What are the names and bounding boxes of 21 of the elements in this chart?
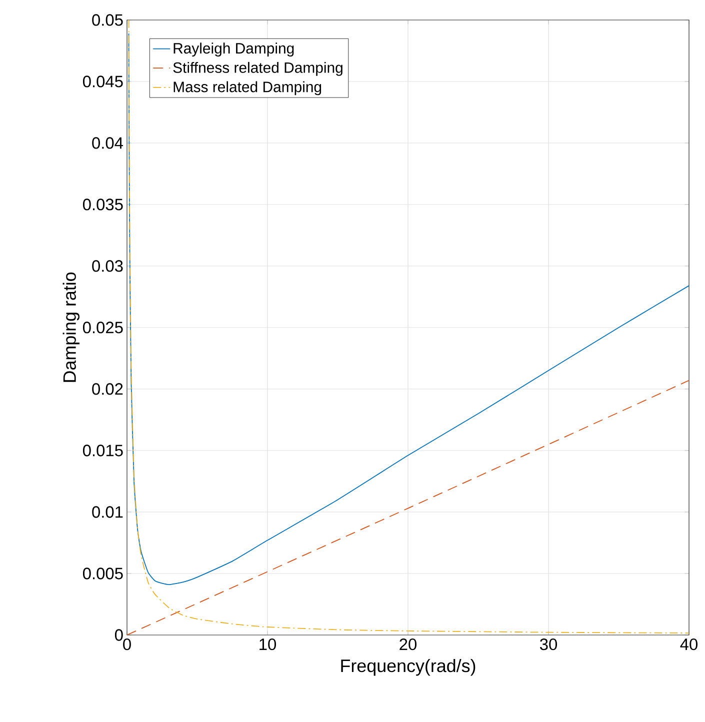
legend-label: Mass related Damping xyxy=(174,81,322,96)
y-tick-label: 0.015 xyxy=(82,444,123,456)
y-tick-label: 0.05 xyxy=(92,14,123,26)
x-tick-label: 30 xyxy=(540,638,557,650)
x-tick-label: 10 xyxy=(260,638,276,650)
legend-label: Stiffness related Damping xyxy=(173,62,342,76)
y-tick-label: 0.02 xyxy=(92,383,123,395)
x-axis-title: Frequency(rad/s) xyxy=(341,658,476,676)
y-tick-label: 0.045 xyxy=(82,76,123,88)
y-tick-label: 0.01 xyxy=(92,506,123,518)
x-tick-label: 40 xyxy=(680,638,698,650)
x-tick-label: 20 xyxy=(400,638,416,650)
y-tick-label: 0.03 xyxy=(92,260,123,272)
y-tick-label: 0.025 xyxy=(82,322,123,334)
legend-label: Rayleigh Damping xyxy=(174,42,294,57)
y-axis-title: Damping ratio xyxy=(62,272,80,382)
y-tick-label: 0.035 xyxy=(82,198,123,210)
y-tick-label: 0 xyxy=(114,629,123,641)
y-tick-label: 0.04 xyxy=(92,137,123,149)
y-tick-label: 0.005 xyxy=(82,568,123,580)
x-tick-label: 0 xyxy=(123,638,131,650)
